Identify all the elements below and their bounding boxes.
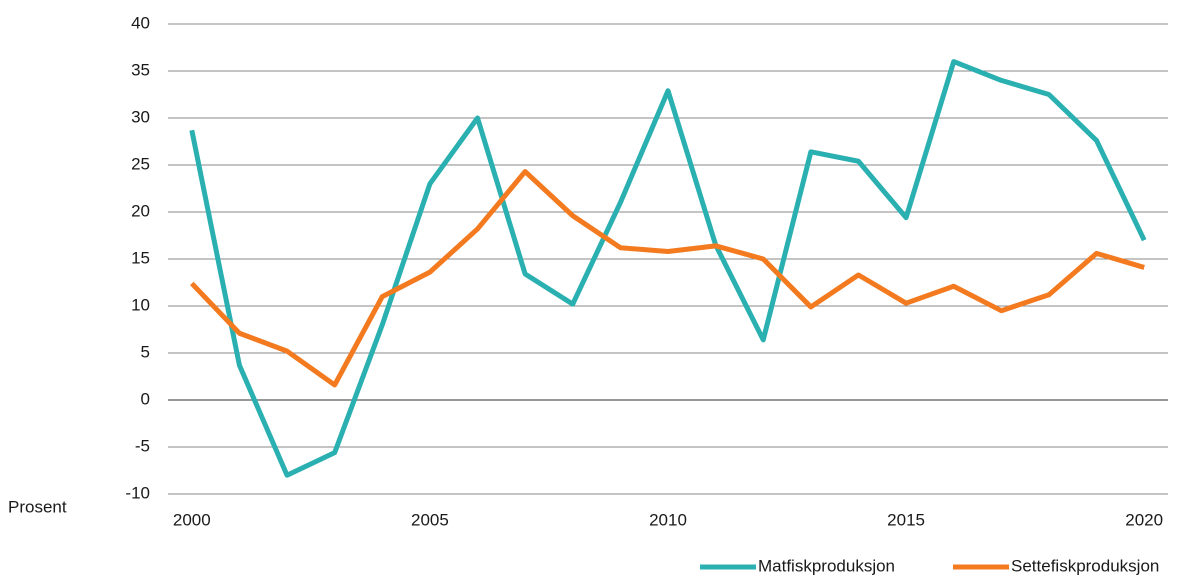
- y-tick-label: 5: [141, 342, 150, 361]
- y-axis-label: Prosent: [8, 497, 67, 516]
- x-tick-label: 2005: [411, 510, 449, 529]
- legend-label: Matfiskproduksjon: [758, 556, 895, 575]
- y-tick-label: 25: [131, 154, 150, 173]
- y-tick-label: 0: [141, 389, 150, 408]
- y-tick-label: 15: [131, 248, 150, 267]
- y-tick-label: 35: [131, 60, 150, 79]
- y-tick-label: -5: [135, 436, 150, 455]
- line-series: [189, 59, 1147, 478]
- y-tick-label: 30: [131, 107, 150, 126]
- x-tick-label: 2020: [1125, 510, 1163, 529]
- y-tick-label: -10: [125, 483, 150, 502]
- legend-label: Settefiskproduksjon: [1011, 556, 1159, 575]
- x-tick-label: 2015: [887, 510, 925, 529]
- y-tick-label: 20: [131, 201, 150, 220]
- y-tick-label: 40: [131, 13, 150, 32]
- x-tick-label: 2010: [649, 510, 687, 529]
- line-series: [190, 169, 1145, 388]
- y-tick-label: 10: [131, 295, 150, 314]
- x-tick-label: 2000: [173, 510, 211, 529]
